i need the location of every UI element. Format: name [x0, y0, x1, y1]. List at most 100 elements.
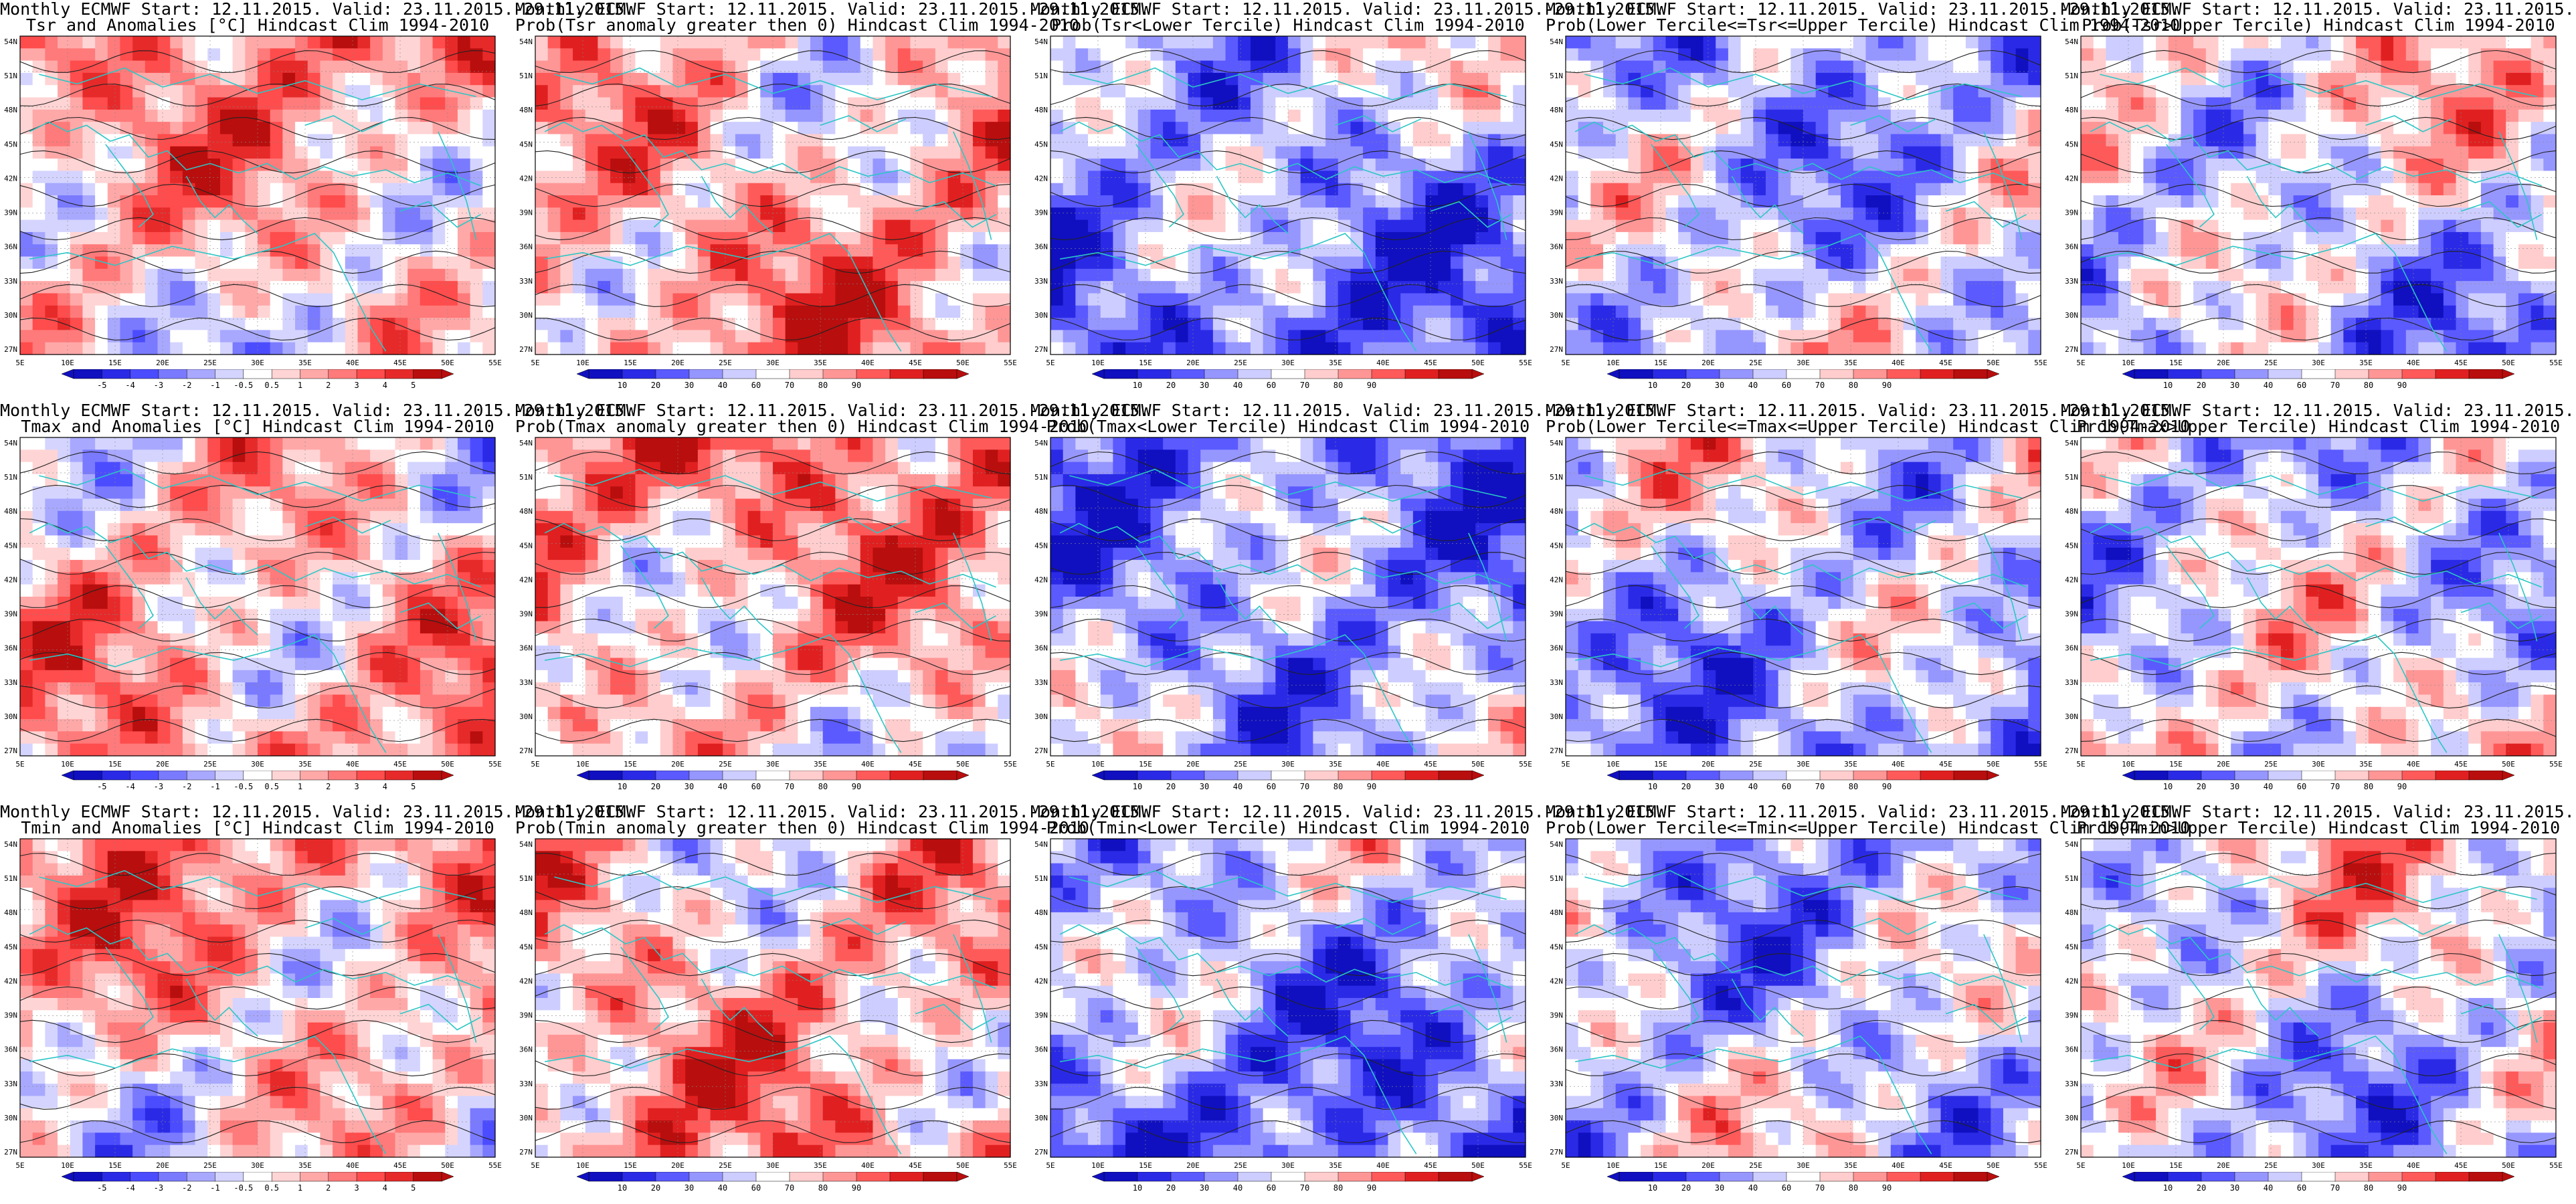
panel-subtitle: Prob(Tsr>Upper Tercile) Hindcast Clim 19…	[2082, 15, 2555, 35]
panel-subtitle: Prob(Tmin<Lower Tercile) Hindcast Clim 1…	[1046, 818, 1530, 837]
lon-label: 15E	[1139, 760, 1152, 769]
colorbar-swatch	[2301, 369, 2336, 379]
colorbar-swatch	[1786, 369, 1821, 379]
colorbar-swatch	[1371, 771, 1406, 781]
shaded-field	[2081, 36, 2557, 355]
colorbar-swatch	[1853, 369, 1888, 379]
colorbar-label: 40	[2264, 782, 2273, 791]
colorbar-swatch	[755, 771, 790, 781]
lat-label: 45N	[1034, 541, 1048, 550]
colorbar-label: 2	[326, 1183, 331, 1193]
map-plot: 54N 51N 48N 45N 42N 39N 36N 33N 30N 27N 5E 10E 15E 20…	[1034, 437, 1532, 769]
colorbar-label: 80	[1849, 1183, 1858, 1193]
colorbar-swatch	[1438, 771, 1473, 781]
lat-label: 30N	[2065, 311, 2078, 320]
colorbar-swatch	[1103, 1172, 1138, 1182]
lat-label: 45N	[1550, 942, 1563, 951]
colorbar-swatch	[2167, 771, 2202, 781]
colorbar-label: 60	[1267, 782, 1276, 791]
lon-label: 40E	[346, 760, 359, 769]
map-plot: 54N 51N 48N 45N 42N 39N 36N 33N 30N 27N 5E 10E 15E 20…	[4, 838, 502, 1170]
colorbar-label: 0.5	[264, 1183, 279, 1193]
lon-label: 35E	[298, 359, 312, 367]
colorbar-swatch	[1137, 1172, 1172, 1182]
lat-label: 27N	[519, 1148, 533, 1157]
colorbar-label: 10	[1133, 1183, 1142, 1193]
colorbar-label: 60	[751, 1183, 761, 1193]
coastlines	[29, 468, 482, 753]
lat-label: 48N	[1550, 106, 1563, 114]
lon-label: 15E	[1139, 359, 1152, 367]
colorbar-label: 80	[1333, 381, 1343, 390]
lon-label: 55E	[488, 359, 502, 367]
colorbar-swatch	[588, 369, 623, 379]
lon-label: 35E	[814, 760, 827, 769]
lon-label: 25E	[203, 1161, 217, 1170]
colorbar-swatch	[1920, 1172, 1954, 1182]
colorbar-label: 90	[1367, 381, 1376, 390]
lon-label: 5E	[531, 359, 539, 367]
lon-label: 25E	[1749, 359, 1762, 367]
panel-subtitle: Prob(Lower Tercile<=Tmax<=Upper Tercile)…	[1546, 417, 2191, 436]
colorbar-label: 20	[2197, 381, 2206, 390]
lat-label: 39N	[4, 209, 17, 217]
shaded-field	[1566, 839, 2041, 1158]
colorbar-label: 80	[1849, 381, 1858, 390]
lon-label: 55E	[1519, 760, 1532, 769]
lon-label: 40E	[861, 359, 875, 367]
lat-label: 27N	[4, 746, 17, 755]
colorbar-swatch	[923, 771, 957, 781]
colorbar: 10 20 30 40 60 70 80 90	[2122, 771, 2515, 791]
lon-label: 15E	[108, 760, 122, 769]
colorbar-swatch	[2201, 771, 2235, 781]
lat-label: 51N	[2065, 874, 2078, 883]
colorbar-label: 60	[1782, 381, 1791, 390]
lon-label: 20E	[1701, 1161, 1715, 1170]
lat-label: 27N	[1550, 1148, 1563, 1157]
lat-label: 45N	[2065, 541, 2078, 550]
graticule	[20, 36, 495, 355]
lon-label: 25E	[203, 359, 217, 367]
colorbar: 10 20 30 40 60 70 80 90	[1606, 369, 2000, 390]
colorbar-label: 90	[1367, 782, 1376, 791]
colorbar-swatch	[2368, 1172, 2403, 1182]
colorbar-swatch	[158, 369, 187, 379]
coastlines	[2090, 870, 2543, 1155]
coastlines	[29, 870, 482, 1155]
lat-label: 27N	[1034, 746, 1048, 755]
lat-label: 36N	[1034, 644, 1048, 653]
lat-label: 36N	[4, 243, 17, 252]
lat-label: 27N	[519, 345, 533, 354]
colorbar-swatch	[622, 369, 656, 379]
lat-label: 54N	[519, 439, 533, 447]
lon-label: 40E	[2407, 1161, 2420, 1170]
lon-label: 45E	[393, 1161, 407, 1170]
panel-subtitle: Prob(Tmax>Upper Tercile) Hindcast Clim 1…	[2076, 417, 2561, 436]
shaded-field	[535, 437, 1011, 757]
colorbar-label: 40	[1233, 782, 1243, 791]
colorbar: 10 20 30 40 60 70 80 90	[576, 369, 970, 390]
coastlines	[1574, 468, 2027, 753]
colorbar-swatch	[822, 1172, 857, 1182]
colorbar-label: 4	[383, 1183, 387, 1193]
colorbar: 10 20 30 40 60 70 80 90	[2122, 1172, 2515, 1193]
coastlines	[2090, 67, 2543, 352]
lon-label: 40E	[346, 1161, 359, 1170]
lat-label: 54N	[519, 37, 533, 46]
lat-label: 27N	[2065, 1148, 2078, 1157]
colorbar-label: -5	[97, 381, 106, 390]
colorbar-swatch	[1404, 369, 1439, 379]
colorbar-label: 90	[1882, 1183, 1892, 1193]
lat-label: 48N	[4, 908, 17, 917]
map-frame	[1050, 35, 1526, 355]
colorbar-swatch	[300, 369, 329, 379]
colorbar-swatch	[1237, 771, 1272, 781]
lon-label: 45E	[1939, 359, 1952, 367]
colorbar-label: 40	[718, 782, 727, 791]
colorbar-swatch	[856, 369, 891, 379]
colorbar-swatch	[2201, 1172, 2235, 1182]
lat-label: 51N	[1550, 72, 1563, 80]
colorbar-label: -0.5	[234, 1183, 253, 1193]
isotherm-contours	[2080, 852, 2557, 1144]
